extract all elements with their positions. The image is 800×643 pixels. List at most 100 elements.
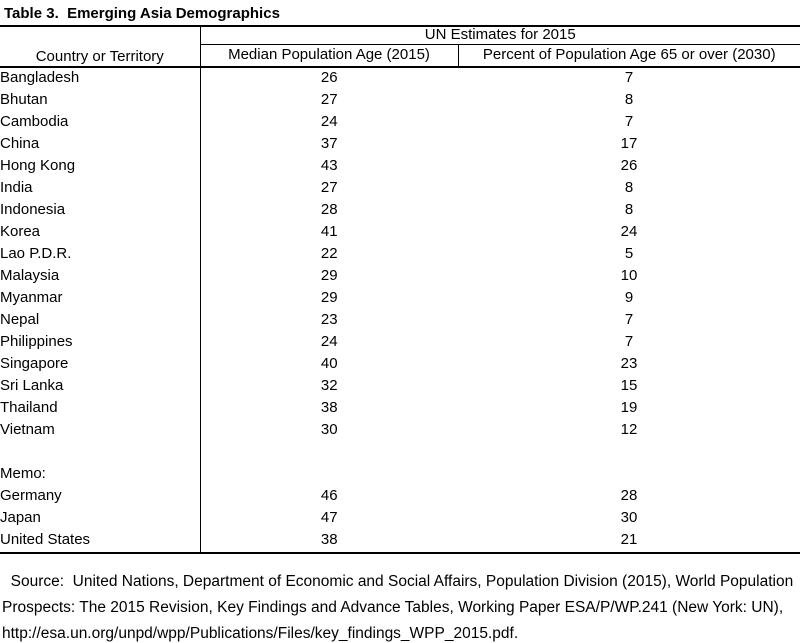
pct65-cell: 8: [624, 201, 634, 219]
median-age-cell: 24: [320, 113, 338, 131]
country-cell: United States: [0, 529, 201, 554]
pct65-cell: 7: [624, 311, 634, 329]
median-age-cell: 46: [320, 487, 338, 505]
country-cell: Japan: [0, 507, 201, 530]
pct65-cell: 23: [620, 355, 638, 373]
table-row: Cambodia 24 7: [0, 111, 800, 134]
median-age-cell: 27: [320, 91, 338, 109]
pct65-cell: 8: [624, 179, 634, 197]
country-cell: Hong Kong: [0, 155, 201, 178]
median-age-cell: 23: [320, 311, 338, 329]
country-cell: Germany: [0, 485, 201, 508]
country-cell: India: [0, 177, 201, 200]
median-age-cell: 30: [320, 421, 338, 439]
table-row: Hong Kong 43 26: [0, 155, 800, 178]
pct65-cell: 19: [620, 399, 638, 417]
country-cell: Korea: [0, 221, 201, 244]
country-cell: Philippines: [0, 331, 201, 354]
pct65-cell: 5: [624, 245, 634, 263]
country-cell: Malaysia: [0, 265, 201, 288]
source-note: Source: United Nations, Department of Ec…: [2, 572, 798, 642]
country-cell: China: [0, 133, 201, 156]
country-cell: Sri Lanka: [0, 375, 201, 398]
median-age-cell: 29: [320, 289, 338, 307]
pct65-cell: 7: [624, 333, 634, 351]
country-cell: Myanmar: [0, 287, 201, 310]
country-cell: [0, 441, 201, 464]
median-age-cell: 41: [320, 223, 338, 241]
table-row: Philippines 24 7: [0, 331, 800, 354]
pct65-cell: 8: [624, 91, 634, 109]
median-age-cell: 29: [320, 267, 338, 285]
group-header: UN Estimates for 2015: [200, 26, 800, 45]
country-cell: Thailand: [0, 397, 201, 420]
table-row: Vietnam 30 12: [0, 419, 800, 442]
pct65-cell: 9: [624, 289, 634, 307]
median-age-cell: 26: [320, 69, 338, 87]
table-row: Nepal 23 7: [0, 309, 800, 332]
col-header-pct65: Percent of Population Age 65 or over (20…: [458, 44, 800, 68]
table-row: Singapore 40 23: [0, 353, 800, 376]
median-age-cell: 22: [320, 245, 338, 263]
pct65-cell: 15: [620, 377, 638, 395]
pct65-cell: 10: [620, 267, 638, 285]
country-cell: Bangladesh: [0, 66, 201, 90]
median-age-cell: 32: [320, 377, 338, 395]
median-age-cell: [200, 464, 458, 486]
table-row: China 37 17: [0, 133, 800, 156]
table-row: Japan 47 30: [0, 507, 800, 530]
country-cell: Memo:: [0, 463, 201, 486]
pct65-cell: 7: [624, 69, 634, 87]
table-row: Bangladesh 26 7: [0, 66, 800, 90]
table-row: Myanmar 29 9: [0, 287, 800, 310]
table-body: Bangladesh 26 7 Bhutan 27 8 Cambodia 24 7 China 37…: [0, 66, 800, 554]
country-cell: Cambodia: [0, 111, 201, 134]
pct65-cell: 26: [620, 157, 638, 175]
table-row: Malaysia 29 10: [0, 265, 800, 288]
col-header-median-age: Median Population Age (2015): [200, 44, 459, 68]
country-cell: Bhutan: [0, 89, 201, 112]
median-age-cell: 43: [320, 157, 338, 175]
median-age-cell: 38: [200, 529, 458, 554]
median-age-cell: 38: [320, 399, 338, 417]
table-title: Table 3. Emerging Asia Demographics: [4, 5, 280, 22]
median-age-cell: 28: [320, 201, 338, 219]
pct65-cell: 28: [620, 487, 638, 505]
country-cell: Lao P.D.R.: [0, 243, 201, 266]
median-age-cell: [200, 442, 458, 464]
group-header-row: Country or Territory UN Estimates for 20…: [0, 26, 800, 68]
demographics-table: Country or Territory UN Estimates for 20…: [0, 25, 800, 554]
table-row: Germany 46 28: [0, 485, 800, 508]
table-header: Country or Territory UN Estimates for 20…: [0, 26, 800, 68]
table-row: [0, 441, 800, 464]
pct65-cell: [458, 464, 800, 486]
country-cell: Singapore: [0, 353, 201, 376]
median-age-cell: 47: [320, 509, 338, 527]
table-row: Memo:: [0, 463, 800, 486]
table-row: Bhutan 27 8: [0, 89, 800, 112]
pct65-cell: 24: [620, 223, 638, 241]
table-row: Lao P.D.R. 22 5: [0, 243, 800, 266]
country-cell: Vietnam: [0, 419, 201, 442]
pct65-cell: [458, 442, 800, 464]
table-row: India 27 8: [0, 177, 800, 200]
country-cell: Indonesia: [0, 199, 201, 222]
median-age-cell: 37: [320, 135, 338, 153]
median-age-cell: 27: [320, 179, 338, 197]
table-row: Korea 41 24: [0, 221, 800, 244]
country-cell: Nepal: [0, 309, 201, 332]
col-header-country: Country or Territory: [0, 26, 201, 68]
median-age-cell: 40: [320, 355, 338, 373]
median-age-cell: 24: [320, 333, 338, 351]
pct65-cell: 17: [620, 135, 638, 153]
table-row: United States 38 21: [0, 529, 800, 554]
table-row: Sri Lanka 32 15: [0, 375, 800, 398]
pct65-cell: 30: [620, 509, 638, 527]
table-row: Indonesia 28 8: [0, 199, 800, 222]
pct65-cell: 21: [458, 529, 800, 554]
pct65-cell: 7: [624, 113, 634, 131]
sub-header-row: Median Population Age (2015) Percent of …: [0, 44, 800, 68]
pct65-cell: 12: [620, 421, 638, 439]
table-row: Thailand 38 19: [0, 397, 800, 420]
